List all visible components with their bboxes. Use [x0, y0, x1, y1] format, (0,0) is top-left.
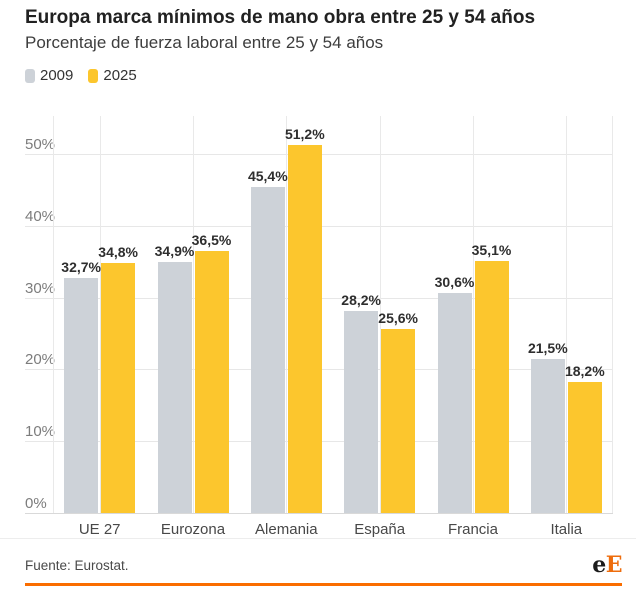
legend-item-2025: 2025: [88, 67, 137, 84]
legend-swatch-2025: [88, 68, 99, 83]
x-tick-label-ue-27: UE 27: [78, 521, 121, 538]
value-label-2025-alemania: 51,2%: [284, 126, 325, 143]
brand-logo: eE: [592, 552, 622, 578]
gridline-x-italia: [566, 116, 568, 513]
chart-subtitle: Porcentaje de fuerza laboral entre 25 y …: [25, 33, 384, 52]
bar-2025-italia: [567, 382, 602, 513]
bar-2025-alemania: [287, 145, 322, 513]
bar-2025-eurozona: [194, 250, 229, 513]
chart-legend: 2009 2025: [25, 67, 137, 84]
gridline-x-alemania: [286, 116, 288, 513]
bar-2025-españa: [381, 329, 416, 513]
y-tick-label-10: 10%: [25, 423, 56, 441]
gridline-x-ue-27: [99, 116, 101, 513]
legend-item-2009: 2009: [25, 67, 73, 84]
bar-2025-francia: [474, 260, 509, 513]
bar-2009-eurozona: [157, 262, 192, 513]
source-note: Fuente: Eurostat.: [25, 558, 129, 573]
gridline-x-francia: [473, 116, 474, 513]
gridline-x-left-edge: [53, 116, 54, 513]
value-label-2009-españa: 28,2%: [341, 291, 381, 308]
value-label-2025-españa: 25,6%: [378, 310, 418, 327]
value-label-2025-eurozona: 36,5%: [191, 231, 232, 248]
value-label-2025-ue-27: 34,8%: [98, 244, 138, 261]
y-tick-label-0: 0%: [25, 495, 47, 512]
x-tick-label-alemania: Alemania: [255, 521, 318, 538]
value-label-2009-italia: 21,5%: [527, 339, 568, 356]
footer-divider: [0, 538, 636, 539]
value-label-2009-francia: 30,6%: [434, 274, 475, 291]
value-label-2009-ue-27: 32,7%: [61, 259, 101, 276]
bar-2009-italia: [530, 358, 565, 513]
gridline-x-eurozona: [193, 116, 194, 513]
gridline-x-right-edge: [612, 116, 613, 513]
bar-2009-españa: [344, 310, 379, 513]
value-label-2025-italia: 18,2%: [564, 363, 605, 380]
legend-label-2025: 2025: [103, 67, 137, 84]
gridline-x-españa: [379, 116, 381, 513]
x-tick-label-eurozona: Eurozona: [160, 521, 226, 538]
bar-2009-ue-27: [64, 278, 99, 513]
x-tick-label-francia: Francia: [447, 521, 498, 538]
accent-rule: [25, 583, 622, 586]
y-tick-label-40: 40%: [25, 207, 56, 225]
chart-title: Europa marca mínimos de mano obra entre …: [25, 7, 536, 28]
value-label-2025-francia: 35,1%: [471, 241, 512, 258]
bar-2025-ue-27: [101, 263, 136, 513]
x-tick-label-españa: España: [354, 521, 406, 538]
brand-logo-letter-e: e: [592, 552, 606, 578]
y-tick-label-20: 20%: [25, 351, 56, 369]
legend-swatch-2009: [25, 68, 35, 83]
y-tick-label-30: 30%: [25, 279, 56, 297]
legend-label-2009: 2009: [40, 67, 74, 84]
value-label-2009-alemania: 45,4%: [247, 168, 288, 185]
bar-2009-alemania: [250, 187, 285, 513]
gridline-y-0: [25, 513, 613, 514]
value-label-2009-eurozona: 34,9%: [154, 243, 195, 260]
bar-2009-francia: [437, 293, 472, 513]
brand-logo-letter-cap-e: E: [605, 552, 623, 578]
x-tick-label-italia: Italia: [550, 521, 583, 538]
y-tick-label-50: 50%: [25, 136, 56, 153]
